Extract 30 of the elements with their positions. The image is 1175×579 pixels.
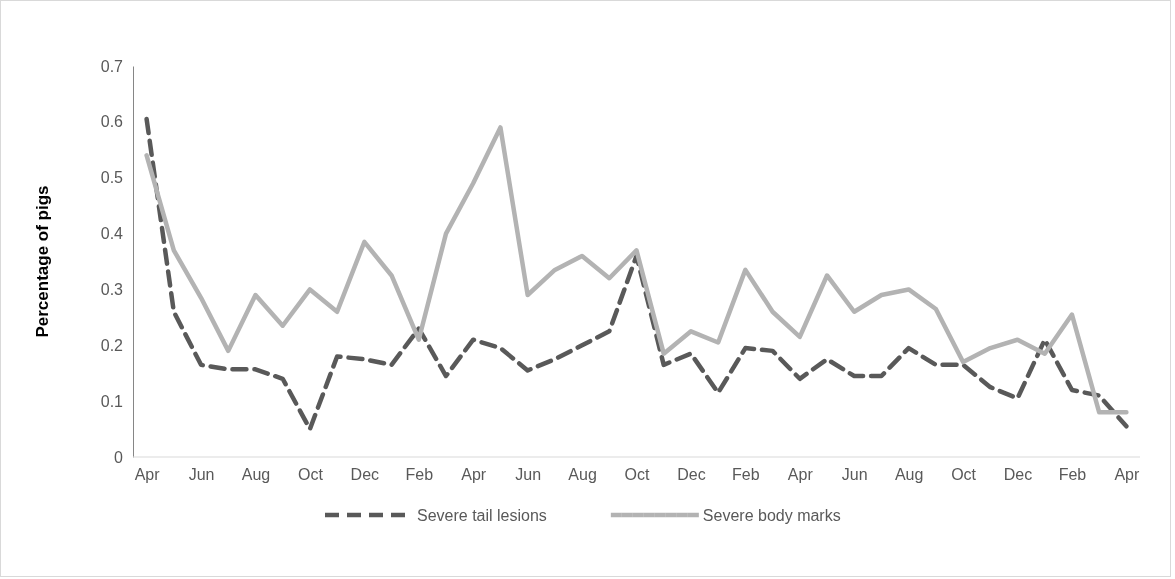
y-tick-label: 0.2 — [100, 336, 124, 354]
x-tick-label: Aug — [241, 466, 271, 484]
legend-label: Severe tail lesions — [417, 507, 547, 524]
x-tick-label: Jun — [188, 466, 215, 484]
y-tick-label: 0.6 — [100, 113, 124, 131]
x-tick-label: Aug — [568, 466, 597, 484]
y-tick-label: 0.5 — [100, 169, 124, 187]
x-tick-label: Oct — [297, 466, 324, 484]
x-tick-label: Feb — [1058, 466, 1087, 484]
x-tick-label: Apr — [134, 466, 161, 484]
x-tick-label: Aug — [894, 466, 924, 484]
x-tick-label: Dec — [1003, 466, 1033, 484]
x-tick-label: Apr — [1114, 466, 1141, 484]
x-tick-label: Dec — [677, 466, 706, 484]
legend-label: Severe body marks — [702, 507, 841, 524]
y-tick-label: 0.1 — [100, 392, 124, 410]
x-tick-label: Oct — [624, 466, 650, 484]
y-tick-label: 0 — [114, 448, 124, 466]
y-axis-title: Percentage of pigs — [33, 185, 52, 338]
x-tick-label: Jun — [841, 466, 868, 484]
x-tick-label: Oct — [951, 466, 977, 484]
y-tick-label: 0.4 — [100, 225, 124, 243]
x-tick-label: Jun — [515, 466, 542, 484]
x-tick-label: Feb — [405, 466, 434, 484]
x-tick-label: Feb — [732, 466, 760, 484]
x-tick-label: Apr — [787, 466, 814, 484]
x-tick-label: Dec — [350, 466, 380, 484]
x-tick-label: Apr — [461, 466, 487, 484]
y-tick-label: 0.3 — [100, 281, 124, 299]
y-tick-label: 0.7 — [100, 57, 124, 75]
